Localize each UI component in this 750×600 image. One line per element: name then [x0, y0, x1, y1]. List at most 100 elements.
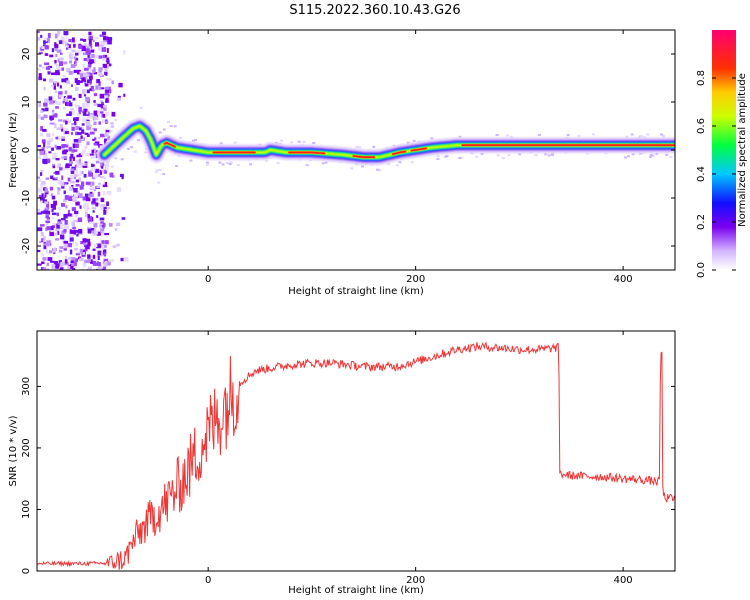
noise-speck: [81, 110, 84, 113]
noise-speck: [123, 50, 126, 55]
noise-speck: [64, 259, 68, 264]
noise-speck: [45, 227, 48, 232]
noise-speck: [96, 215, 99, 218]
spectrogram-panel: 0 200 400 -20 -10 0 10 20 Height of straight l…: [8, 29, 676, 297]
noise-speck: [95, 150, 98, 154]
noise-speck: [86, 89, 90, 94]
noise-speck: [51, 147, 54, 151]
noise-speck: [50, 175, 54, 180]
noise-speck: [82, 165, 88, 168]
noise-speck: [37, 188, 43, 193]
noise-speck: [40, 183, 44, 189]
noise-speck: [625, 135, 629, 138]
noise-speck: [92, 260, 97, 266]
noise-speck: [52, 247, 56, 253]
noise-speck: [406, 141, 410, 144]
noise-speck: [54, 90, 58, 94]
noise-speck: [96, 233, 101, 236]
noise-speck: [79, 205, 82, 209]
y-tick-label: 100: [21, 500, 32, 519]
noise-speck: [104, 95, 109, 98]
noise-speck: [105, 111, 109, 117]
noise-speck: [71, 221, 75, 227]
noise-speck: [37, 209, 41, 212]
noise-speck: [74, 210, 79, 215]
noise-speck: [52, 152, 58, 158]
noise-speck: [85, 197, 91, 202]
noise-speck: [103, 206, 107, 211]
noise-speck: [37, 227, 43, 232]
noise-speck: [53, 260, 58, 265]
noise-speck: [88, 62, 92, 68]
noise-speck: [102, 113, 106, 118]
noise-speck: [76, 69, 81, 75]
noise-speck: [78, 138, 82, 143]
noise-speck: [95, 230, 98, 235]
noise-speck: [82, 39, 87, 42]
noise-speck: [106, 165, 109, 171]
noise-speck: [57, 219, 61, 224]
noise-speck: [76, 79, 80, 85]
noise-speck: [73, 173, 79, 177]
noise-speck: [68, 264, 74, 270]
noise-speck: [93, 116, 96, 121]
noise-speck: [42, 147, 45, 153]
noise-speck: [99, 225, 102, 229]
noise-speck: [360, 165, 364, 168]
noise-speck: [63, 228, 67, 233]
noise-speck: [106, 191, 112, 195]
noise-speck: [93, 100, 96, 103]
noise-speck: [73, 261, 77, 267]
noise-speck: [56, 66, 60, 69]
noise-speck: [92, 69, 96, 73]
noise-speck: [101, 245, 105, 250]
noise-speck: [74, 62, 77, 66]
noise-speck: [102, 266, 107, 270]
noise-speck: [81, 77, 87, 82]
noise-speck: [49, 186, 54, 191]
colorbar-tick-label: 0.8: [696, 70, 707, 86]
noise-speck: [228, 163, 232, 166]
noise-speck: [50, 85, 54, 88]
noise-speck: [75, 183, 80, 187]
noise-speck: [106, 59, 110, 65]
noise-speck: [63, 61, 68, 65]
noise-speck: [82, 46, 86, 50]
noise-speck: [99, 133, 105, 138]
noise-speck: [78, 127, 82, 131]
noise-speck: [82, 63, 85, 68]
noise-speck: [87, 114, 92, 119]
noise-speck: [41, 238, 44, 243]
noise-speck: [100, 221, 104, 224]
noise-speck: [60, 155, 64, 159]
noise-speck: [649, 155, 653, 158]
noise-speck: [84, 244, 87, 247]
noise-speck: [74, 52, 79, 56]
noise-speck: [76, 50, 82, 54]
noise-speck: [107, 37, 113, 41]
noise-speck: [103, 252, 107, 257]
noise-speck: [44, 45, 49, 50]
noise-speck: [44, 98, 49, 103]
noise-speck: [48, 96, 53, 101]
noise-speck: [64, 195, 69, 200]
noise-speck: [41, 139, 46, 144]
noise-speck: [372, 145, 376, 148]
noise-speck: [87, 241, 91, 247]
noise-speck: [378, 169, 382, 172]
noise-speck: [77, 113, 80, 119]
noise-speck: [94, 173, 99, 179]
noise-speck: [225, 161, 229, 164]
noise-speck: [126, 147, 130, 150]
noise-speck: [84, 162, 88, 166]
noise-speck: [65, 120, 68, 125]
noise-speck: [67, 256, 72, 260]
noise-speck: [74, 213, 78, 218]
colorbar-tick-label: 0.6: [696, 118, 707, 134]
noise-speck: [70, 174, 75, 179]
noise-speck: [106, 36, 109, 41]
noise-speck: [54, 59, 57, 63]
noise-speck: [89, 153, 94, 156]
noise-speck: [54, 48, 58, 51]
noise-speck: [68, 48, 73, 51]
